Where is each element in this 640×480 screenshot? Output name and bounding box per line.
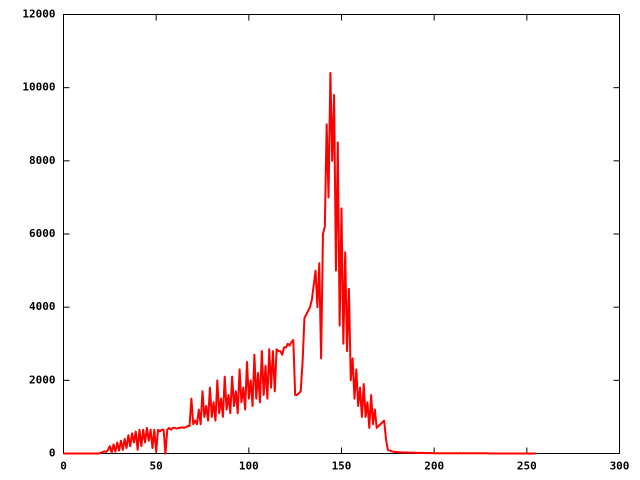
y-tick-label: 12000 xyxy=(22,8,55,21)
x-tick-label: 0 xyxy=(60,460,67,473)
x-tick-label: 100 xyxy=(239,460,259,473)
x-tick-label: 200 xyxy=(424,460,444,473)
y-tick-label: 4000 xyxy=(29,300,56,313)
y-tick-label: 10000 xyxy=(22,81,55,94)
y-tick-label: 8000 xyxy=(29,154,56,167)
x-tick-label: 250 xyxy=(517,460,537,473)
y-tick-label: 2000 xyxy=(29,373,56,386)
x-tick-label: 300 xyxy=(610,460,630,473)
x-tick-label: 150 xyxy=(332,460,352,473)
y-tick-label: 6000 xyxy=(29,227,56,240)
x-tick-label: 50 xyxy=(150,460,163,473)
data-line xyxy=(63,72,537,455)
y-tick-label: 0 xyxy=(49,447,56,460)
